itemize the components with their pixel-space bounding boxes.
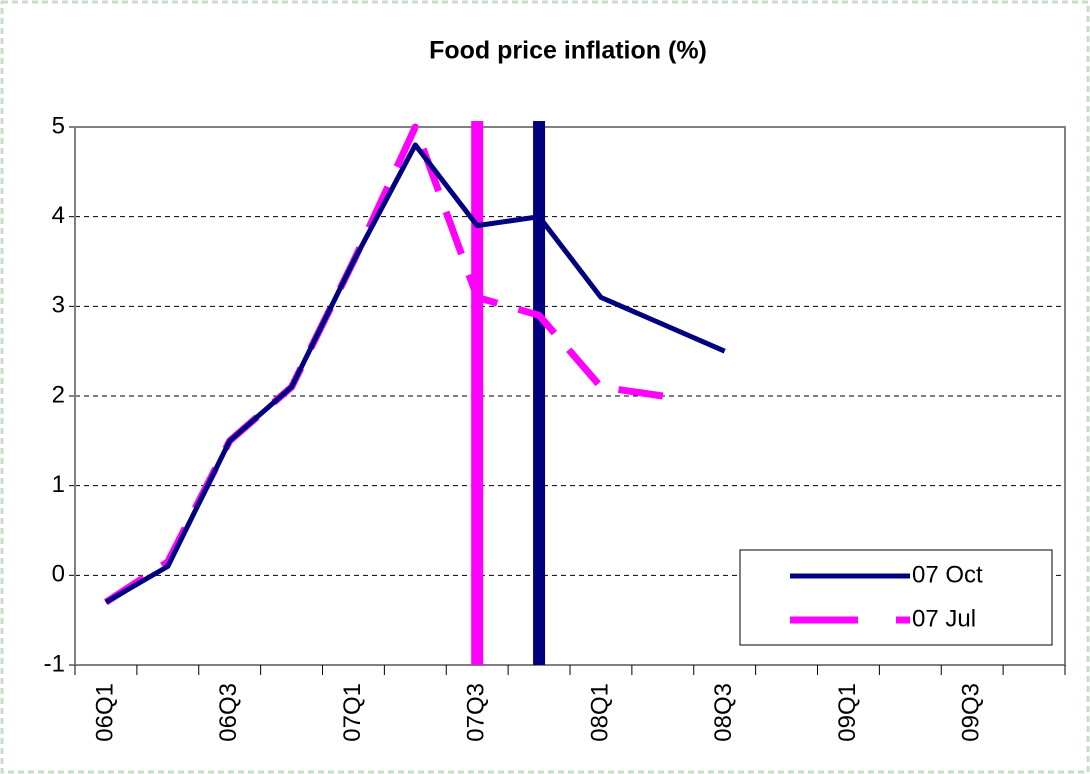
y-tick-label: 1 bbox=[52, 471, 65, 498]
y-tick-label: 3 bbox=[52, 292, 65, 319]
line-series bbox=[104, 142, 726, 605]
chart-title: Food price inflation (%) bbox=[429, 37, 707, 65]
x-tick-label: 08Q1 bbox=[586, 683, 613, 742]
y-tick-label: 4 bbox=[52, 202, 65, 229]
legend-box bbox=[739, 549, 1053, 646]
x-tick-label: 06Q1 bbox=[91, 683, 118, 742]
x-tick-label: 07Q3 bbox=[463, 683, 490, 742]
x-tick-label: 09Q3 bbox=[958, 683, 985, 742]
x-tick-label: 09Q1 bbox=[834, 683, 861, 742]
legend-label: 07 Oct bbox=[912, 561, 983, 588]
x-tick-label: 08Q3 bbox=[710, 683, 737, 742]
y-tick-label: 2 bbox=[52, 381, 65, 408]
y-tick-label: -1 bbox=[44, 650, 65, 677]
legend-label: 07 Jul bbox=[912, 605, 976, 632]
y-tick-label: 5 bbox=[52, 112, 65, 139]
x-tick-label: 06Q3 bbox=[215, 683, 242, 742]
x-tick-label: 07Q1 bbox=[339, 683, 366, 742]
y-tick-label: 0 bbox=[52, 561, 65, 588]
